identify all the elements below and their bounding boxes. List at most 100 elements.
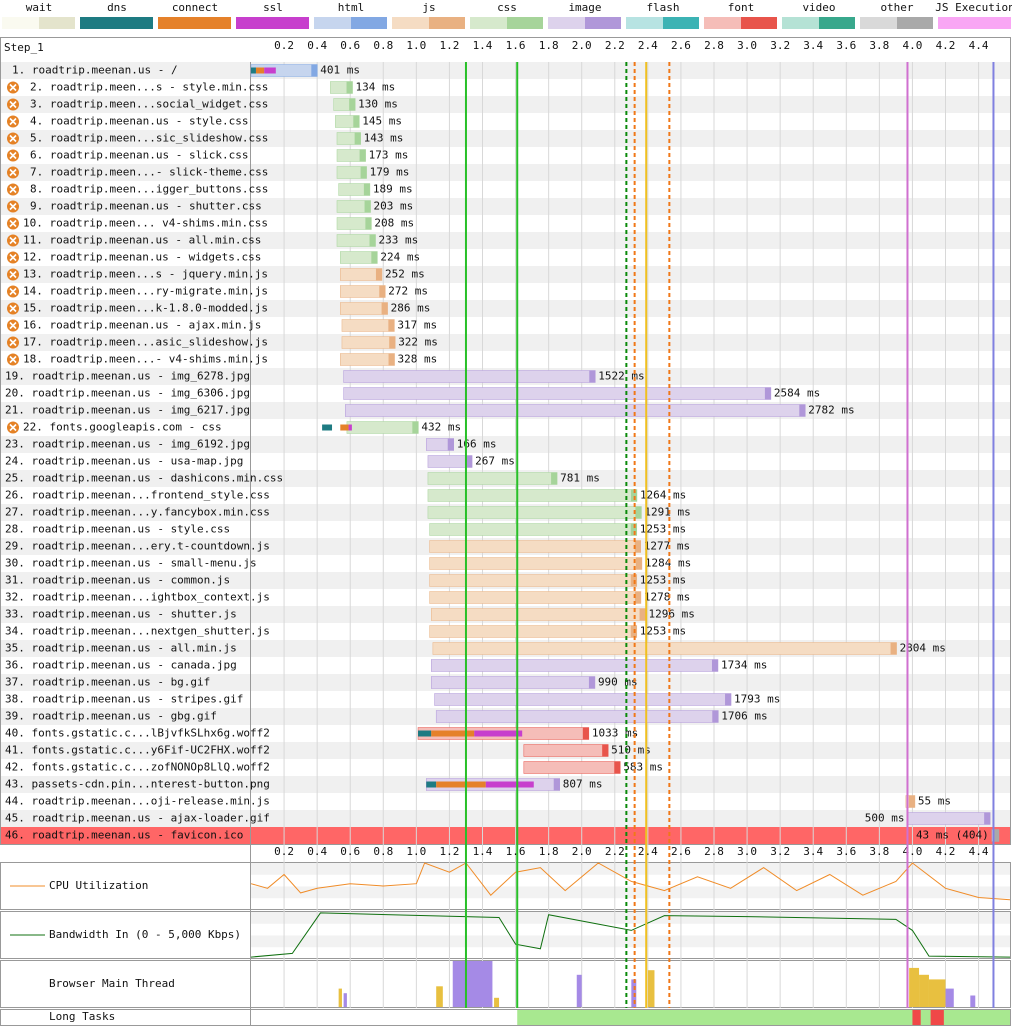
x-tick-label: 3.6 <box>836 39 856 52</box>
main-thread-activity <box>647 970 655 1007</box>
x-tick-label: 3.6 <box>836 845 856 858</box>
request-bar-tail <box>992 829 999 842</box>
x-tick-label: 1.4 <box>473 39 493 52</box>
value-label: 1793 ms <box>734 693 780 706</box>
x-tick-label: 0.8 <box>373 39 393 52</box>
main-thread-activity <box>452 961 493 1007</box>
legend-label: JS Execution <box>935 1 1012 14</box>
x-tick-label: 0.6 <box>340 845 360 858</box>
value-label: 781 ms <box>560 472 600 485</box>
legend-swatch-light <box>314 17 351 29</box>
warning-cross <box>9 321 17 330</box>
value-label: 1253 ms <box>640 574 686 587</box>
request-bar-tail <box>635 506 642 519</box>
value-label: 55 ms <box>918 795 951 808</box>
value-label: 1284 ms <box>645 557 691 570</box>
request-label: 26. roadtrip.meenan...frontend_style.css <box>5 489 270 502</box>
main-thread-activity <box>919 974 929 1007</box>
request-bar-tail <box>634 540 641 553</box>
legend-swatch-dark <box>39 17 75 29</box>
connection-phase <box>431 730 475 737</box>
request-bar <box>523 744 609 757</box>
warning-cross <box>9 219 17 228</box>
x-tick-label: 1.0 <box>406 39 426 52</box>
request-bar <box>429 557 643 570</box>
request-label: 40. fonts.gstatic.c...lBjvfkSLhx6g.woff2 <box>5 727 270 740</box>
request-bar <box>432 642 897 655</box>
warning-cross <box>9 253 17 262</box>
request-label: 41. fonts.gstatic.c...y6Fif-UC2FHX.woff2 <box>5 744 270 757</box>
value-label: 990 ms <box>598 676 638 689</box>
request-bar <box>429 574 638 587</box>
value-label: 328 ms <box>398 353 438 366</box>
request-bar <box>429 540 642 553</box>
request-bar-tail <box>711 659 718 672</box>
connection-phase <box>426 781 437 788</box>
value-label: 500 ms <box>865 812 905 825</box>
legend-swatch-dark <box>585 17 621 29</box>
value-label: 203 ms <box>374 200 414 213</box>
row-background <box>1 181 1010 198</box>
panel-frame <box>0 960 1011 1008</box>
row-background <box>1 300 1010 317</box>
x-tick-label: 3.4 <box>803 39 823 52</box>
request-bar <box>427 489 638 502</box>
legend-swatch-dark <box>819 17 855 29</box>
x-tick-label: 3.4 <box>803 845 823 858</box>
row-background <box>1 215 1010 232</box>
warning-cross <box>9 423 17 432</box>
request-bar-tail <box>365 217 372 230</box>
warning-cross <box>9 270 17 279</box>
panel-band <box>251 886 1010 899</box>
request-bar-tail <box>582 727 589 740</box>
x-tick-label: 2.4 <box>638 39 658 52</box>
request-label: 46. roadtrip.meenan.us - favicon.ico <box>5 829 243 842</box>
row-background <box>1 96 1010 113</box>
legend-label: connect <box>172 1 218 14</box>
request-bar-tail <box>388 353 395 366</box>
warning-cross <box>9 236 17 245</box>
request-label: 33. roadtrip.meenan.us - shutter.js <box>5 608 237 621</box>
panel-frame <box>0 911 1011 959</box>
legend-swatch-dark <box>975 17 1011 29</box>
request-bar-tail <box>551 472 558 485</box>
warning-cross <box>9 355 17 364</box>
value-label: 2584 ms <box>774 387 820 400</box>
row-background <box>1 249 1010 266</box>
request-bar <box>340 353 395 366</box>
row-background <box>1 334 1010 351</box>
value-label: 2782 ms <box>808 404 854 417</box>
x-tick-label: 4.4 <box>969 39 989 52</box>
value-label: 1706 ms <box>721 710 767 723</box>
x-tick-label: 1.8 <box>539 39 559 52</box>
row-background <box>1 453 1010 470</box>
legend-swatch-light <box>2 17 39 29</box>
request-label: 23. roadtrip.meenan.us - img_6192.jpg <box>5 438 250 451</box>
long-task <box>912 1010 921 1025</box>
row-background <box>1 147 1010 164</box>
warning-cross <box>9 117 17 126</box>
x-tick-label: 4.0 <box>903 39 923 52</box>
request-bar <box>523 761 621 774</box>
request-bar-tail <box>353 115 360 128</box>
x-tick-label: 3.8 <box>869 845 889 858</box>
row-background <box>1 283 1010 300</box>
value-label: 189 ms <box>373 183 413 196</box>
value-label: 807 ms <box>563 778 603 791</box>
value-label: 1253 ms <box>640 625 686 638</box>
request-bar <box>346 421 419 434</box>
request-bar-tail <box>371 251 378 264</box>
x-tick-label: 0.8 <box>373 845 393 858</box>
row-background <box>1 436 1010 453</box>
request-label: 5. roadtrip.meen...sic_slideshow.css <box>30 132 268 145</box>
connection-phase <box>255 67 265 74</box>
value-label: 286 ms <box>391 302 431 315</box>
connection-phase <box>485 781 534 788</box>
legend-swatch-light <box>236 17 273 29</box>
request-label: 7. roadtrip.meen...- slick-theme.css <box>30 166 268 179</box>
request-bar-tail <box>379 285 386 298</box>
connection-phase <box>264 67 276 74</box>
value-label: 208 ms <box>374 217 414 230</box>
request-bar-tail <box>311 64 318 77</box>
